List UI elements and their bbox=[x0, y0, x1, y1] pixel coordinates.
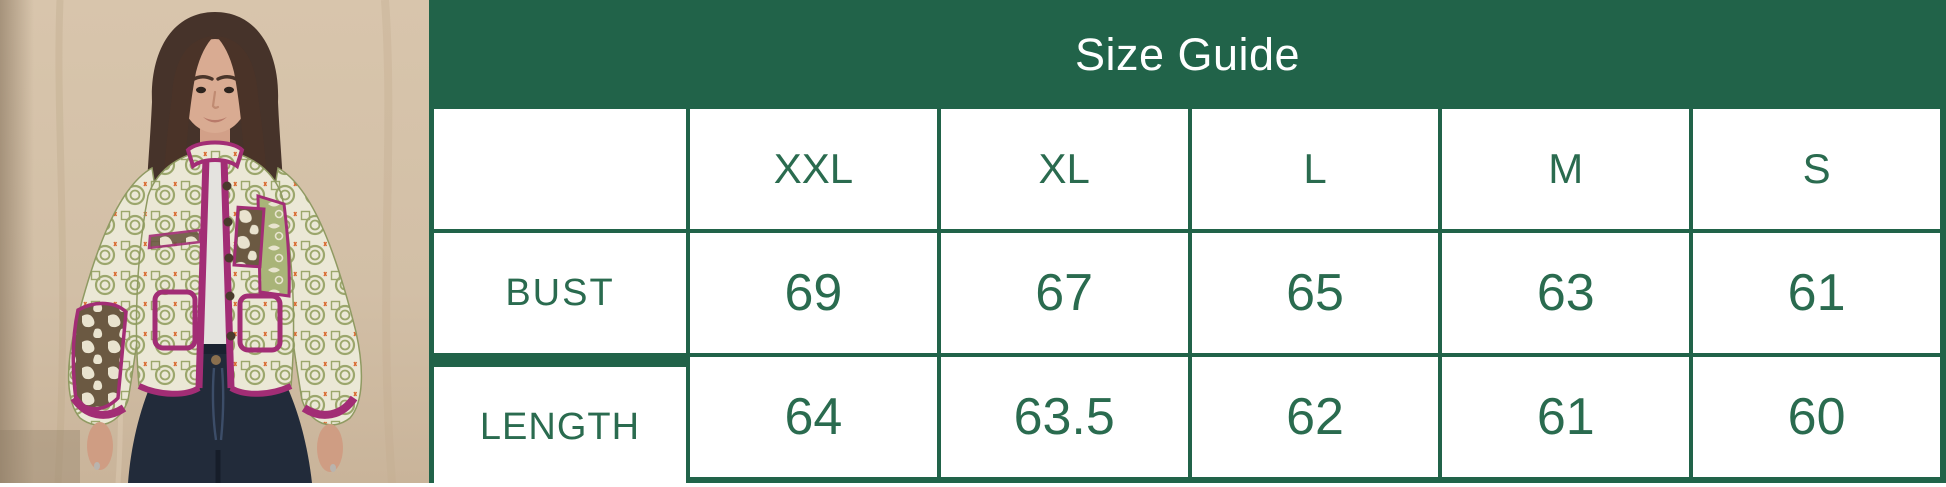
left-hand bbox=[87, 422, 113, 470]
row-label-bust: BUST bbox=[434, 233, 686, 353]
size-table: XXL XL L M S BUST 69 67 65 63 61 LENGTH … bbox=[429, 109, 1946, 487]
brown-patch-left-sleeve bbox=[71, 301, 128, 411]
brown-patch-right-front bbox=[232, 205, 266, 269]
size-guide-title: Size Guide bbox=[1074, 28, 1301, 80]
length-value-l: 62 bbox=[1191, 357, 1439, 477]
right-pocket bbox=[237, 293, 283, 353]
row-label-length: LENGTH bbox=[434, 367, 686, 487]
size-guide-panel: Size Guide XXL XL L M S BUST 69 67 65 63… bbox=[429, 0, 1946, 487]
left-placket-trim bbox=[195, 157, 210, 389]
right-hand bbox=[317, 424, 343, 472]
corner-cell bbox=[434, 109, 686, 229]
bust-value-xl: 67 bbox=[940, 233, 1188, 353]
model-photo-illustration bbox=[0, 0, 429, 483]
green-strip-right-front bbox=[256, 193, 291, 298]
model-photo bbox=[0, 0, 429, 483]
bust-value-m: 63 bbox=[1442, 233, 1690, 353]
length-value-xl: 63.5 bbox=[940, 357, 1188, 477]
length-value-m: 61 bbox=[1442, 357, 1690, 477]
size-column-header-l: L bbox=[1191, 109, 1439, 229]
size-guide-header: Size Guide bbox=[429, 0, 1946, 109]
left-pocket bbox=[152, 289, 198, 351]
bust-value-s: 61 bbox=[1693, 233, 1940, 353]
size-column-header-xl: XL bbox=[940, 109, 1188, 229]
left-cuff-trim bbox=[70, 395, 127, 419]
size-column-header-xxl: XXL bbox=[690, 109, 937, 229]
size-column-header-m: M bbox=[1442, 109, 1690, 229]
size-column-header-s: S bbox=[1693, 109, 1940, 229]
right-cuff-trim bbox=[301, 395, 358, 419]
bust-value-xxl: 69 bbox=[690, 233, 937, 353]
length-value-xxl: 64 bbox=[690, 357, 937, 477]
length-value-s: 60 bbox=[1693, 357, 1940, 477]
bust-value-l: 65 bbox=[1191, 233, 1439, 353]
collar bbox=[185, 140, 245, 170]
